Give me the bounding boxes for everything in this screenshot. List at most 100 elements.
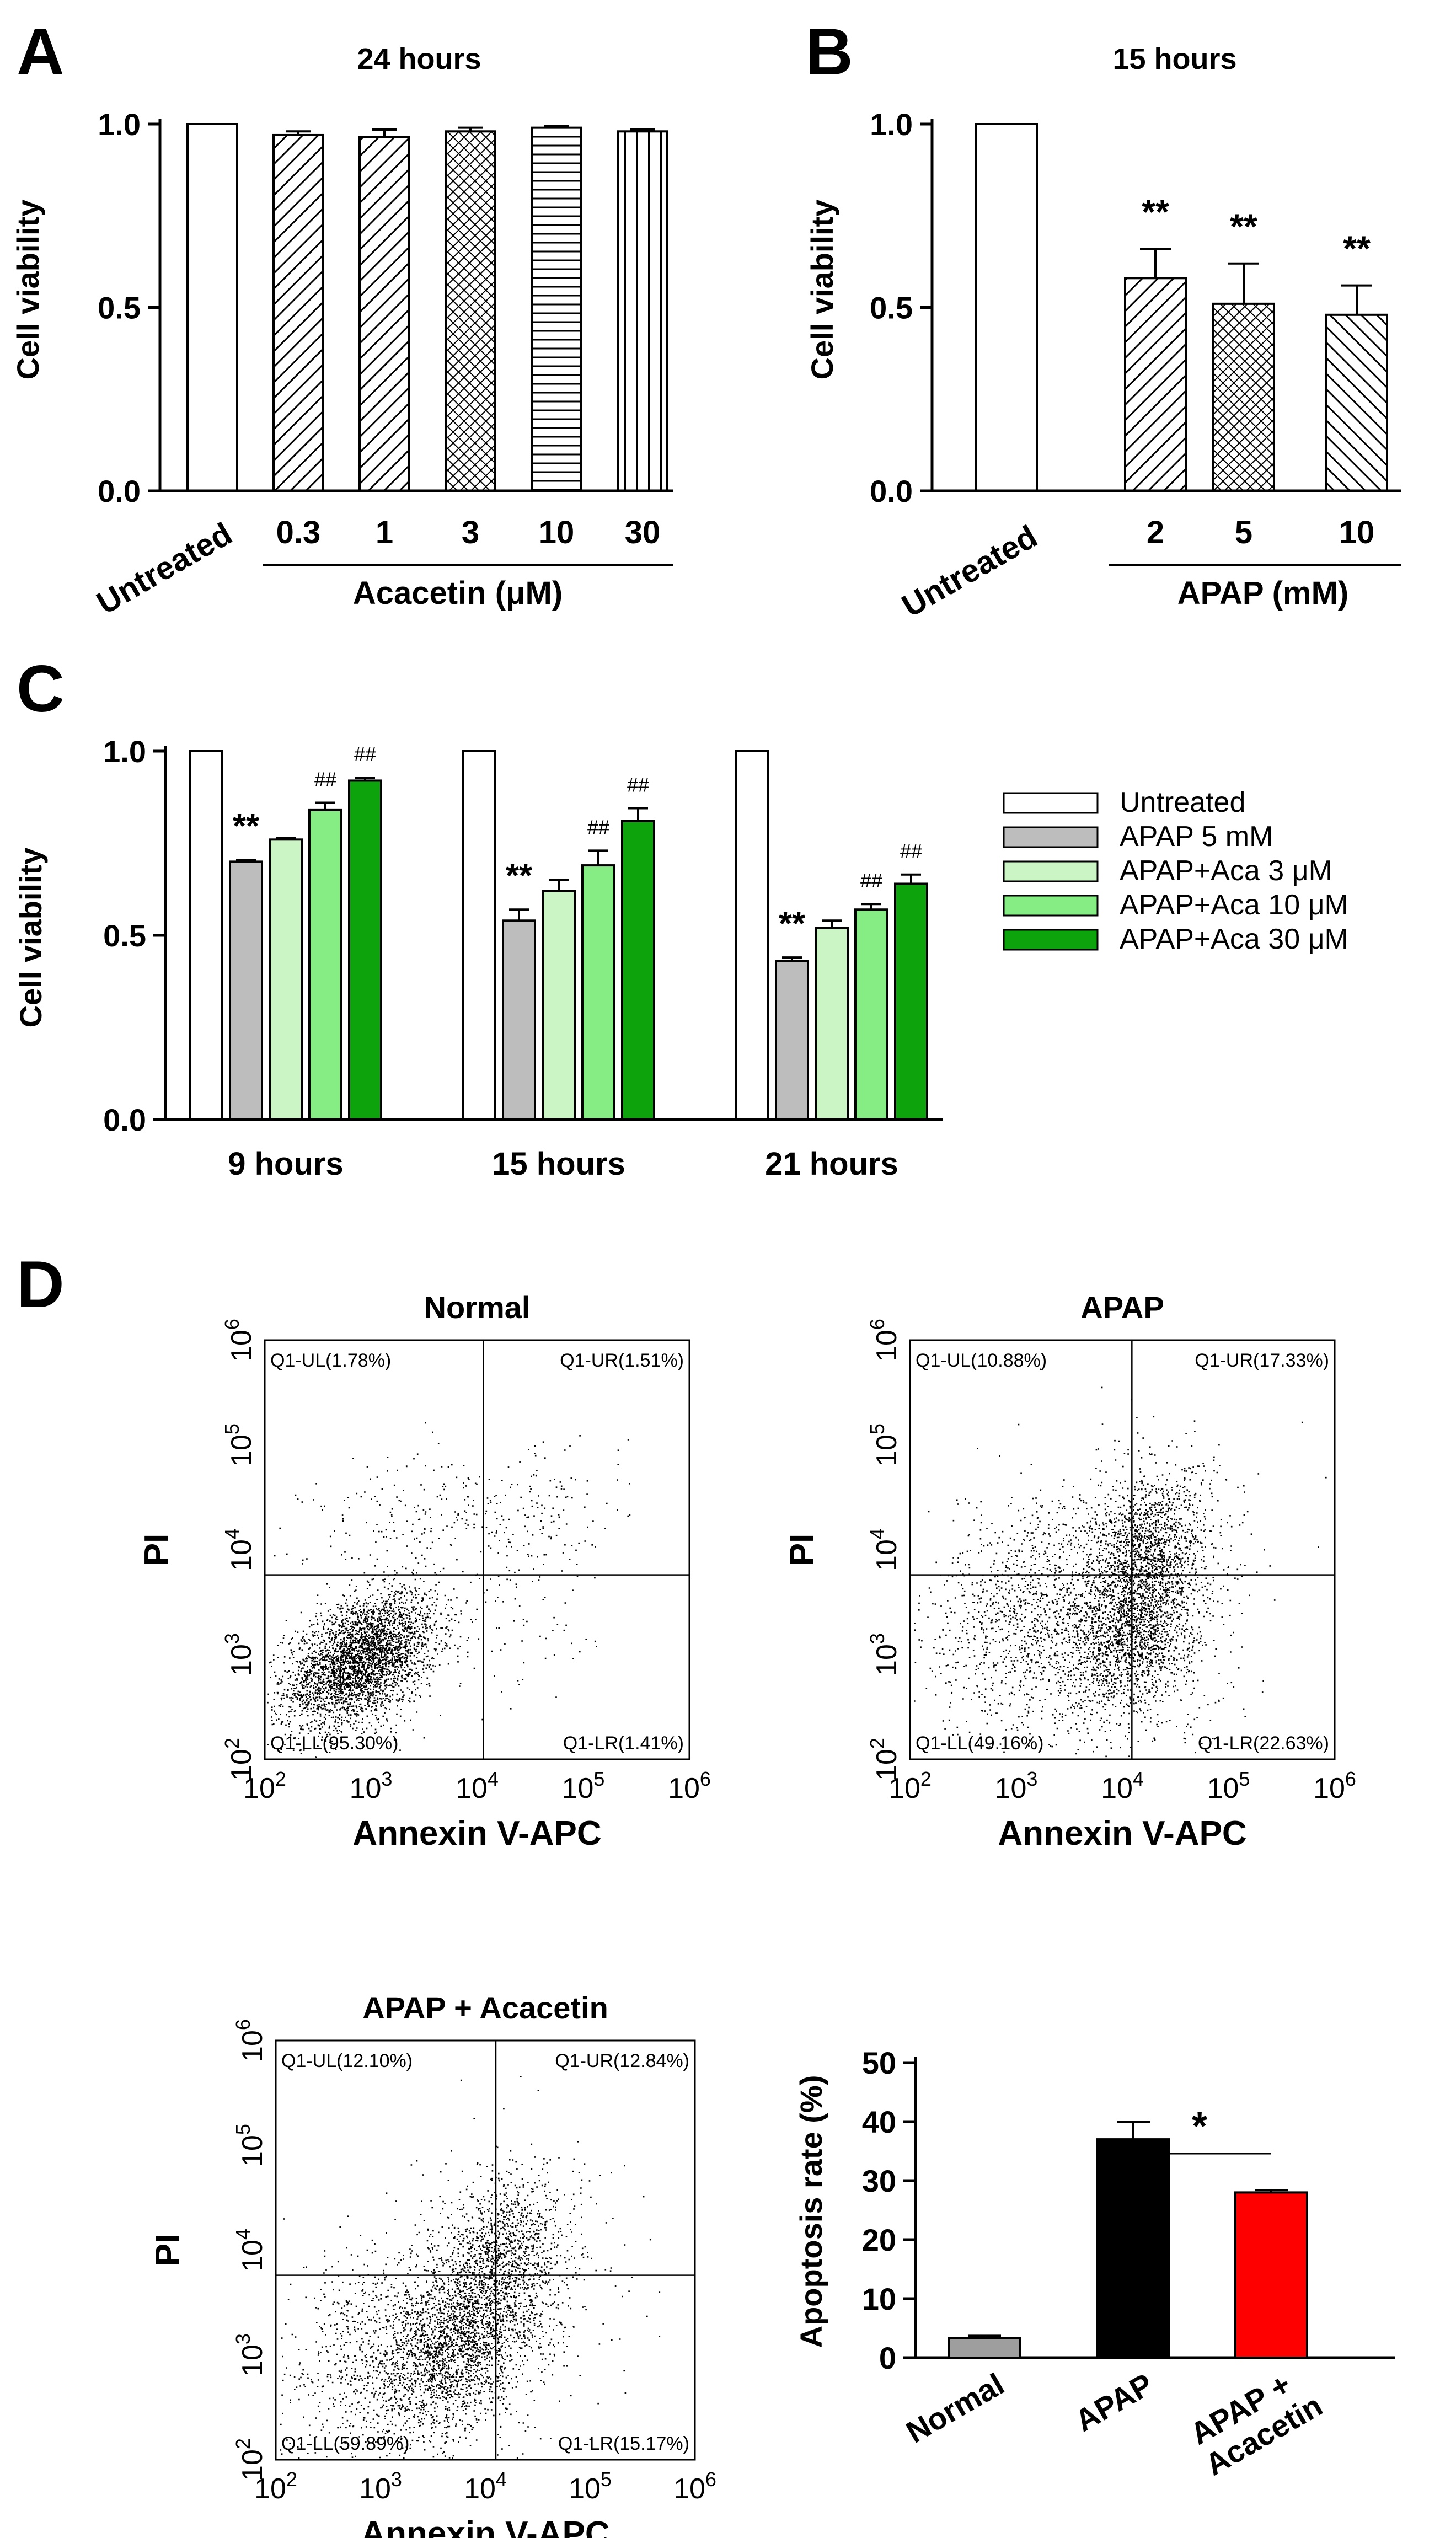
flow-quadrant-ll-label: Q1-LL(59.89%) [281, 2433, 409, 2454]
panel-b-title: 15 hours [1112, 42, 1236, 76]
flow-x-tick-label: 104 [456, 1768, 499, 1805]
panel-b-y-tick-label: 1.0 [870, 107, 913, 142]
panel-c-x-tick-label: 15 hours [492, 1146, 625, 1182]
panel-c-significance-mark: ## [860, 869, 882, 892]
flow-x-axis-label: Annexin V-APC [998, 1814, 1246, 1852]
panel-b-significance-mark: ** [1230, 207, 1257, 247]
panel-c-ylabel: Cell viability [13, 848, 48, 1028]
panel-a-x-tick-label: 30 [625, 515, 661, 550]
panel-c-y-tick-label: 0.0 [103, 1102, 146, 1137]
panel-b-bar [1325, 313, 1388, 492]
panel-letter-d: D [17, 1247, 65, 1321]
panel-c-bar [269, 838, 303, 1121]
flow-quadrant-lr-label: Q1-LR(1.41%) [563, 1733, 684, 1754]
apoptosis-y-tick-label: 50 [862, 2046, 896, 2080]
panel-b-bar [1124, 277, 1187, 492]
panel-c-bar [894, 882, 928, 1121]
flow-y-tick-label: 105 [232, 2124, 269, 2167]
flow-quadrant-ul-label: Q1-UL(12.10%) [281, 2050, 413, 2071]
panel-c-legend-label: APAP+Aca 3 μM [1120, 855, 1332, 887]
panel-c-chart: Cell viability 0.0 0.5 1.0 ** ## ## 9 hours ** #… [13, 734, 1348, 1182]
panel-c-legend-swatch [1003, 792, 1099, 814]
panel-c-significance-mark: ** [506, 857, 533, 895]
panel-a-y-tick-label: 0.5 [98, 291, 141, 325]
panel-b-x-tick-label: 10 [1339, 515, 1375, 550]
flow-quadrant-ul-label: Q1-UL(1.78%) [270, 1350, 391, 1371]
flow-y-tick-label: 102 [232, 2438, 269, 2481]
panel-c-bar [348, 779, 382, 1121]
flow-quadrant-lr-label: Q1-LR(15.17%) [558, 2433, 689, 2454]
panel-a-ylabel: Cell viability [10, 200, 45, 380]
panel-a-chart: 24 hours Cell viability Acacetin (μM) 0.… [10, 42, 673, 622]
panel-b-y-tick-label: 0.5 [870, 291, 913, 325]
apoptosis-x-tick-label: Normal [900, 2366, 1010, 2450]
panel-b-x-tick-label: 5 [1235, 515, 1252, 550]
flow-quadrant-ll-label: Q1-LL(95.30%) [270, 1733, 398, 1754]
panel-c-bar [542, 890, 576, 1121]
panel-c-y-tick-label: 1.0 [103, 734, 146, 769]
flow-x-tick-label: 102 [888, 1768, 932, 1805]
flow-y-tick-label: 104 [221, 1528, 258, 1571]
flow-plot-1: Q1-UL(1.78%) Q1-UR(1.51%) Q1-LL(95.30%) Q1-… [138, 1290, 711, 1852]
panel-c-legend-swatch [1003, 826, 1099, 848]
flow-x-tick-label: 104 [1101, 1768, 1144, 1805]
panel-a-y-tick-label: 1.0 [98, 107, 141, 142]
flow-x-axis-label: Annexin V-APC [352, 1814, 601, 1852]
apoptosis-x-tick-label: APAP [1069, 2366, 1159, 2438]
flow-scatter-points [914, 1368, 1327, 1758]
panel-c-bar [621, 820, 655, 1121]
flow-x-tick-label: 105 [1207, 1768, 1250, 1805]
flow-y-tick-label: 104 [232, 2229, 269, 2272]
apoptosis-y-axis-label: Apoptosis rate (%) [794, 2075, 828, 2348]
flow-y-tick-label: 105 [221, 1423, 258, 1466]
flow-y-tick-label: 106 [232, 2019, 269, 2062]
panel-c-significance-mark: ## [314, 768, 336, 791]
panel-c-significance-mark: ## [900, 840, 922, 863]
panel-c-legend-label: APAP+Aca 30 μM [1120, 923, 1348, 955]
flow-y-tick-label: 103 [866, 1633, 903, 1676]
panel-b-x-tick-label: Untreated [896, 518, 1043, 624]
apoptosis-rate-chart: 0 10 20 30 40 50 Apoptosis rate (%) Normal APAP A… [794, 2046, 1395, 2482]
panel-a-bar [617, 130, 668, 492]
flow-y-tick-label: 106 [221, 1319, 258, 1362]
flow-quadrant-ur-label: Q1-UR(17.33%) [1195, 1350, 1329, 1371]
panel-letter-a: A [17, 15, 65, 89]
panel-c-legend-label: APAP+Aca 10 μM [1120, 889, 1348, 921]
apoptosis-y-tick-label: 40 [862, 2105, 896, 2139]
panel-c-legend-label: APAP 5 mM [1120, 821, 1273, 853]
panel-a-bar [445, 130, 496, 492]
flow-quadrant-ur-label: Q1-UR(12.84%) [555, 2050, 689, 2071]
apoptosis-y-tick-label: 20 [862, 2223, 896, 2257]
panel-c-y-tick-label: 0.5 [103, 918, 146, 953]
apoptosis-significance-mark: * [1192, 2105, 1207, 2149]
apoptosis-y-tick-label: 30 [862, 2164, 896, 2198]
apoptosis-bar [1234, 2191, 1308, 2359]
panel-c-bar [189, 750, 223, 1121]
flow-x-tick-label: 105 [562, 1768, 605, 1805]
flow-plot-frame [909, 1339, 1336, 1760]
panel-c-significance-mark: ## [627, 774, 649, 796]
panel-b-chart: 15 hours Cell viability APAP (mM) 0.0 0.5… [805, 42, 1401, 624]
flow-plot-3: Q1-UL(12.10%) Q1-UR(12.84%) Q1-LL(59.89%) Q… [149, 1990, 716, 2538]
flow-quadrant-ul-label: Q1-UL(10.88%) [916, 1350, 1047, 1371]
flow-y-tick-label: 104 [866, 1528, 903, 1571]
flow-plot-frame [264, 1339, 690, 1760]
panel-a-bar [531, 126, 582, 492]
flow-quadrant-ur-label: Q1-UR(1.51%) [560, 1350, 684, 1371]
panel-b-x-tick-label: 2 [1147, 515, 1164, 550]
flow-plot-title: Normal [424, 1290, 531, 1325]
flow-x-tick-label: 102 [243, 1768, 286, 1805]
panel-b-xlabel: APAP (mM) [1177, 575, 1348, 611]
panel-a-x-tick-label: 3 [462, 515, 479, 550]
flow-y-axis-label: PI [149, 2234, 187, 2267]
panel-c-bar [229, 860, 263, 1121]
panel-a-bar [186, 123, 238, 492]
flow-quadrant-ll-label: Q1-LL(49.16%) [916, 1733, 1043, 1754]
flow-x-tick-label: 104 [464, 2468, 507, 2505]
flow-plot-frame [275, 2039, 696, 2461]
panel-a-xlabel: Acacetin (μM) [353, 575, 563, 611]
panel-b-bar [975, 123, 1038, 492]
panel-a-bar [358, 136, 410, 492]
panel-c-bar [815, 927, 849, 1121]
flow-scatter-points [280, 2076, 661, 2459]
